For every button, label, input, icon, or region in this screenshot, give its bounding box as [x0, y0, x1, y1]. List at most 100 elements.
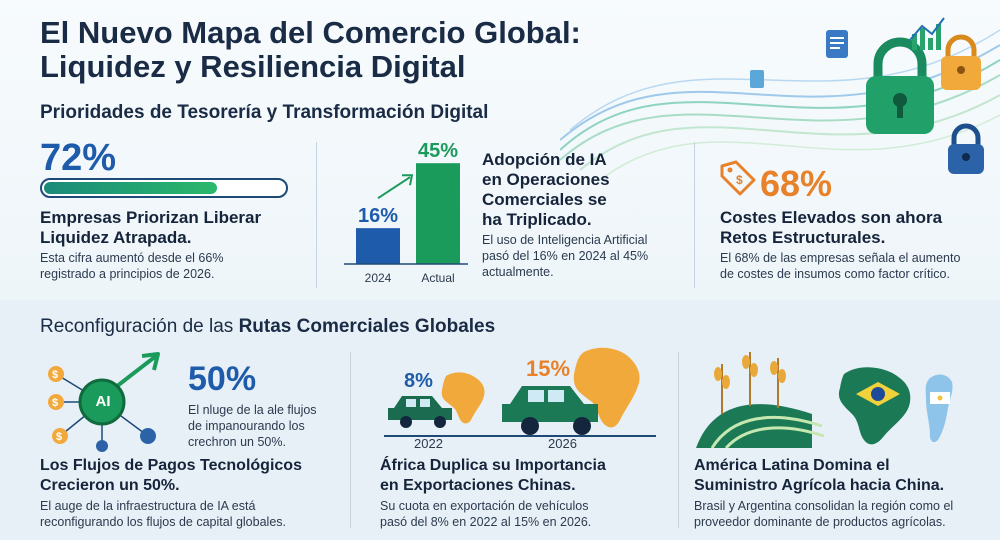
lock-icon-orange [941, 34, 981, 90]
payments-text-line-2: reconfigurando los flujos de capital glo… [40, 515, 286, 529]
liquidity-heading-line-2: Liquidez Atrapada. [40, 228, 192, 247]
ai-heading-line-3: Comerciales se [482, 190, 607, 209]
africa-heading-line-1: África Duplica su Importancia [380, 457, 606, 474]
payments-caption-line-1: El nluge de la ale flujos [188, 403, 317, 417]
argentina-map-icon [925, 374, 953, 443]
payments-caption-line-3: crechron un 50%. [188, 435, 286, 449]
liquidity-text-line-1: Esta cifra aumentó desde el 66% [40, 251, 224, 265]
latam-heading-line-2: Suministro Agrícola hacia China. [694, 477, 945, 494]
payments-heading-line-2: Crecieron un 50%. [40, 477, 180, 494]
price-tag-icon: $ [720, 160, 756, 196]
liquidity-value: 72% [40, 137, 117, 179]
payments-text-line-1: El auge de la infraestructura de IA está [40, 499, 256, 513]
costs-text-line-1: El 68% de las empresas señala el aumento [720, 251, 961, 265]
dollar-coin-icon [48, 366, 64, 382]
security-illustration [560, 17, 1000, 181]
brazil-map-icon [838, 367, 911, 445]
africa-heading: África Duplica su Importancia en Exporta… [380, 456, 680, 496]
payments-caption-line-2: de impanourando los [188, 419, 305, 433]
lock-icon-blue [948, 123, 984, 174]
title-line-1: El Nuevo Mapa del Comercio Global: [40, 15, 581, 50]
payments-heading: Los Flujos de Pagos Tecnológicos Crecier… [40, 456, 340, 496]
divider-bottom-1 [350, 352, 351, 528]
section2-title: Reconfiguración de las Rutas Comerciales… [40, 316, 495, 338]
ai-text: El uso de Inteligencia Artificial pasó d… [482, 232, 682, 280]
dollar-coin-icon [48, 394, 64, 410]
section2-background [0, 300, 1000, 540]
section2-title-prefix: Reconfiguración de las [40, 316, 239, 337]
car-small-icon [388, 396, 452, 428]
section2-title-bold: Rutas Comerciales Globales [238, 316, 496, 337]
ai-text-line-3: actualmente. [482, 265, 554, 279]
latam-heading: América Latina Domina el Suministro Agrí… [694, 456, 994, 496]
page-title: El Nuevo Mapa del Comercio Global: Liqui… [40, 16, 640, 84]
divider-bottom-2 [678, 352, 679, 528]
ai-chip-icon [78, 378, 126, 426]
ai-chip-label: AI [95, 393, 111, 410]
liquidity-heading: Empresas Priorizan Liberar Liquidez Atra… [40, 208, 320, 248]
liquidity-progress-fill [44, 182, 217, 194]
chart-bar-actual [416, 163, 460, 264]
svg-text:$: $ [736, 173, 743, 187]
node-icon [96, 440, 108, 452]
africa-vehicles-illustration [384, 347, 656, 437]
africa-map-large-icon [573, 347, 640, 428]
africa-value-2022: 8% [404, 370, 433, 392]
chart-value-label: 16% [358, 205, 398, 227]
africa-text-line-2: pasó del 8% en 2022 al 15% en 2026. [380, 515, 592, 529]
chart-category-label: 2024 [365, 271, 392, 285]
africa-year-2022: 2022 [414, 436, 443, 451]
latam-agriculture-illustration [696, 352, 953, 448]
wheat-icon [696, 352, 825, 448]
page-subtitle: Prioridades de Tesorería y Transformació… [40, 102, 489, 123]
growth-arrow-icon [377, 176, 411, 199]
costs-heading-line-1: Costes Elevados son ahora [720, 208, 943, 227]
liquidity-heading-line-1: Empresas Priorizan Liberar [40, 208, 262, 227]
document-icon [826, 30, 848, 58]
africa-value-2026: 15% [526, 356, 571, 381]
ai-heading-line-2: en Operaciones [482, 170, 610, 189]
ai-heading-line-1: Adopción de IA [482, 150, 607, 169]
growth-arrow-head [402, 174, 414, 186]
svg-text:$: $ [52, 369, 58, 381]
svg-text:$: $ [52, 397, 58, 409]
ai-adoption-chart: 16% 2024 45% Actual [344, 140, 468, 285]
ai-heading-line-4: ha Triplicado. [482, 210, 592, 229]
ai-heading: Adopción de IA en Operaciones Comerciale… [482, 150, 672, 230]
africa-text-line-1: Su cuota en exportación de vehículos [380, 499, 589, 513]
payments-text: El auge de la infraestructura de IA está… [40, 498, 340, 530]
chart-bar-2024 [356, 228, 400, 264]
divider-top-1 [316, 142, 317, 288]
liquidity-progress-bar [40, 178, 288, 198]
costs-text-line-2: de costes de insumos como factor crítico… [720, 267, 950, 281]
africa-year-2026: 2026 [548, 436, 577, 451]
title-line-2: Liquidez y Resiliencia Digital [40, 49, 466, 84]
latam-text-line-1: Brasil y Argentina consolidan la región … [694, 499, 954, 513]
liquidity-text-line-2: registrado a principios de 2026. [40, 267, 215, 281]
card-icon [750, 70, 764, 88]
ai-text-line-2: pasó del 16% en 2024 al 45% [482, 249, 649, 263]
chart-category-label: Actual [421, 271, 454, 285]
africa-heading-line-2: en Exportaciones Chinas. [380, 477, 576, 494]
svg-text:$: $ [56, 431, 62, 443]
lock-icon-main [866, 37, 934, 134]
dollar-coin-icon [52, 428, 68, 444]
globe-icon [140, 428, 156, 444]
latam-text-line-2: proveedor dominante de productos agrícol… [694, 515, 946, 529]
chart-icon [909, 17, 945, 50]
ai-network-illustration: $ $ $ [48, 352, 160, 452]
payments-caption: El nluge de la ale flujos de impanourand… [188, 402, 338, 450]
car-large-icon [502, 386, 598, 435]
payments-heading-line-1: Los Flujos de Pagos Tecnológicos [40, 457, 302, 474]
costs-text: El 68% de las empresas señala el aumento… [720, 250, 995, 282]
latam-text: Brasil y Argentina consolidan la región … [694, 498, 994, 530]
chart-value-label: 45% [418, 140, 458, 162]
ai-text-line-1: El uso de Inteligencia Artificial [482, 233, 648, 247]
costs-heading-line-2: Retos Estructurales. [720, 228, 886, 247]
liquidity-text: Esta cifra aumentó desde el 66% registra… [40, 250, 320, 282]
payments-value: 50% [188, 360, 257, 398]
africa-text: Su cuota en exportación de vehículos pas… [380, 498, 680, 530]
costs-value: 68% [760, 163, 833, 204]
costs-heading: Costes Elevados son ahora Retos Estructu… [720, 208, 990, 248]
africa-map-small-icon [441, 372, 485, 424]
